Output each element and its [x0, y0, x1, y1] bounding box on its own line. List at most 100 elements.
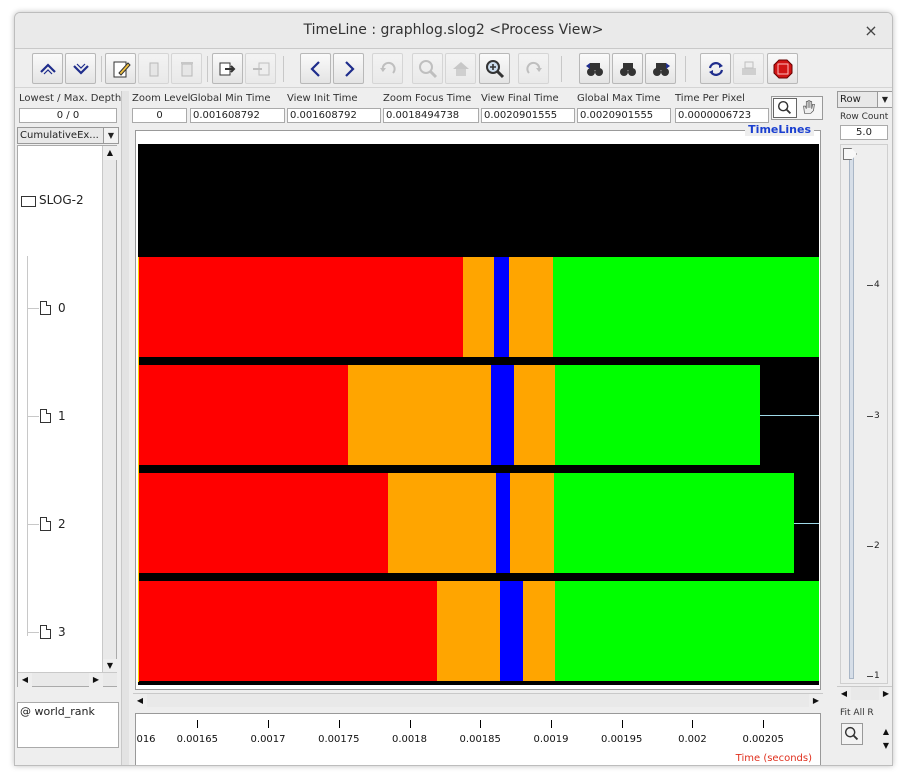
timeline-state-blue[interactable]	[499, 581, 523, 681]
tree-item-1[interactable]: 1	[58, 409, 66, 423]
global-max-time-label: Global Max Time	[577, 93, 661, 104]
view-init-time-field[interactable]: 0.001608792	[287, 108, 381, 123]
right-horizontal-scrollbar[interactable]: ◀ ▶	[837, 686, 892, 701]
ruler-tick-label: 0.00205	[742, 734, 784, 745]
undo-icon	[379, 61, 396, 74]
timeline-state-green[interactable]	[555, 581, 819, 681]
scroll-right-arrow-icon[interactable]: ▶	[809, 694, 823, 708]
ruler-tick	[480, 720, 482, 728]
scroll-left-arrow-icon[interactable]: ◀	[18, 673, 32, 687]
zoom-out-icon	[418, 59, 437, 78]
view-final-time-label: View Final Time	[481, 93, 559, 104]
row-select[interactable]: Row ▼	[837, 91, 892, 108]
tree-horizontal-scrollbar[interactable]: ◀ ▶	[18, 672, 117, 687]
search-forward-button[interactable]	[645, 53, 676, 84]
scroll-left-arrow-icon[interactable]: ◀	[133, 694, 147, 708]
scroll-up-arrow-icon[interactable]: ▲	[103, 146, 117, 160]
global-min-time-field[interactable]: 0.001608792	[190, 108, 285, 123]
edit-legend-button[interactable]	[105, 53, 136, 84]
scroll-right-arrow-icon[interactable]: ▶	[879, 687, 892, 701]
timeline-state-orange[interactable]	[509, 473, 554, 573]
timeline-canvas[interactable]	[138, 144, 819, 685]
tree-root-slog2[interactable]: SLOG-2	[39, 193, 84, 207]
search-back-button[interactable]	[579, 53, 610, 84]
search-back-icon	[585, 62, 603, 76]
timeline-state-orange[interactable]	[522, 581, 556, 681]
view-final-time-field[interactable]: 0.0020901555	[481, 108, 575, 123]
trash-button[interactable]	[171, 53, 202, 84]
timeline-state-red[interactable]	[138, 581, 437, 681]
timeline-state-orange[interactable]	[513, 365, 556, 465]
redo-button[interactable]	[518, 53, 549, 84]
timeline-state-green[interactable]	[553, 257, 819, 357]
backward-button[interactable]	[300, 53, 331, 84]
zoom-mode-button[interactable]	[773, 98, 797, 118]
tree-vertical-scrollbar[interactable]: ▲ ▼	[102, 146, 117, 673]
scroll-right-arrow-icon[interactable]: ▶	[89, 673, 103, 687]
timeline-state-orange[interactable]	[508, 257, 554, 357]
scroll-left-arrow-icon[interactable]: ◀	[837, 687, 851, 701]
export-button[interactable]	[212, 53, 243, 84]
row-slider-track	[849, 151, 854, 679]
timeline-state-orange[interactable]	[347, 365, 492, 465]
file-icon	[40, 409, 51, 423]
left-splitter[interactable]	[121, 91, 129, 765]
hand-mode-button[interactable]	[798, 98, 822, 118]
refresh-button[interactable]	[700, 53, 731, 84]
scroll-down-arrow-icon[interactable]: ▼	[879, 739, 892, 753]
row-zoom-button[interactable]	[841, 723, 863, 745]
search-init-button[interactable]	[612, 53, 643, 84]
scroll-down-arrow-icon[interactable]: ▼	[103, 659, 117, 673]
time-per-pixel-field[interactable]: 0.0000006723	[675, 108, 769, 123]
scroll-down-icon	[72, 63, 89, 75]
ruler-tick-label: 0.00185	[459, 734, 501, 745]
home-icon	[452, 61, 469, 76]
timeline-state-green[interactable]	[555, 365, 760, 465]
scroll-up-icon	[39, 62, 56, 74]
tree-item-2[interactable]: 2	[58, 517, 66, 531]
file-icon	[40, 625, 51, 639]
timeline-state-blue[interactable]	[495, 473, 510, 573]
timeline-state-blue[interactable]	[494, 257, 509, 357]
print-button[interactable]	[733, 53, 764, 84]
scroll-down-button[interactable]	[65, 53, 96, 84]
row-slider-thumb[interactable]	[843, 148, 857, 160]
close-icon[interactable]: ×	[864, 21, 878, 40]
ruler-tick-label: 0.0018	[392, 734, 427, 745]
timeline-state-orange[interactable]	[436, 581, 500, 681]
timeline-state-green[interactable]	[553, 473, 795, 573]
search-init-icon	[619, 62, 636, 76]
lowest-max-depth-label: Lowest / Max. Depth	[19, 93, 122, 104]
timeline-left-edge	[138, 257, 139, 682]
row-count-field[interactable]: 5.0	[840, 125, 888, 140]
export-icon	[219, 62, 235, 75]
scroll-up-arrow-icon[interactable]: ▲	[879, 725, 892, 739]
scroll-up-button[interactable]	[32, 53, 63, 84]
undo-button[interactable]	[372, 53, 403, 84]
zoom-focus-time-field[interactable]: 0.0018494738	[383, 108, 479, 123]
view-select[interactable]: CumulativeEx... ▼	[17, 127, 119, 144]
import-button[interactable]	[245, 53, 276, 84]
timeline-state-red[interactable]	[138, 257, 463, 357]
folder-icon	[21, 196, 36, 207]
timeline-state-blue[interactable]	[491, 365, 514, 465]
timeline-horizontal-scrollbar[interactable]: ◀ ▶	[133, 693, 823, 708]
timeline-state-orange[interactable]	[387, 473, 496, 573]
zoom-level-field[interactable]: 0	[132, 108, 187, 123]
timeline-state-red[interactable]	[138, 365, 348, 465]
delete-button[interactable]	[138, 53, 169, 84]
zoom-in-button[interactable]	[479, 53, 510, 84]
global-max-time-field[interactable]: 0.0020901555	[577, 108, 671, 123]
home-button[interactable]	[445, 53, 476, 84]
tree-item-3[interactable]: 3	[58, 625, 66, 639]
row-slider[interactable]: 4 3 2 1	[840, 144, 888, 684]
tree-item-0[interactable]: 0	[58, 301, 66, 315]
zoom-out-button[interactable]	[412, 53, 443, 84]
timeline-state-orange[interactable]	[462, 257, 495, 357]
forward-button[interactable]	[333, 53, 364, 84]
world-rank-field[interactable]: @ world_rank	[17, 702, 119, 748]
lowest-max-depth-field[interactable]: 0 / 0	[19, 108, 117, 123]
zoom-level-label: Zoom Level	[132, 93, 191, 104]
timeline-state-red[interactable]	[138, 473, 388, 573]
stop-button[interactable]	[767, 53, 798, 84]
